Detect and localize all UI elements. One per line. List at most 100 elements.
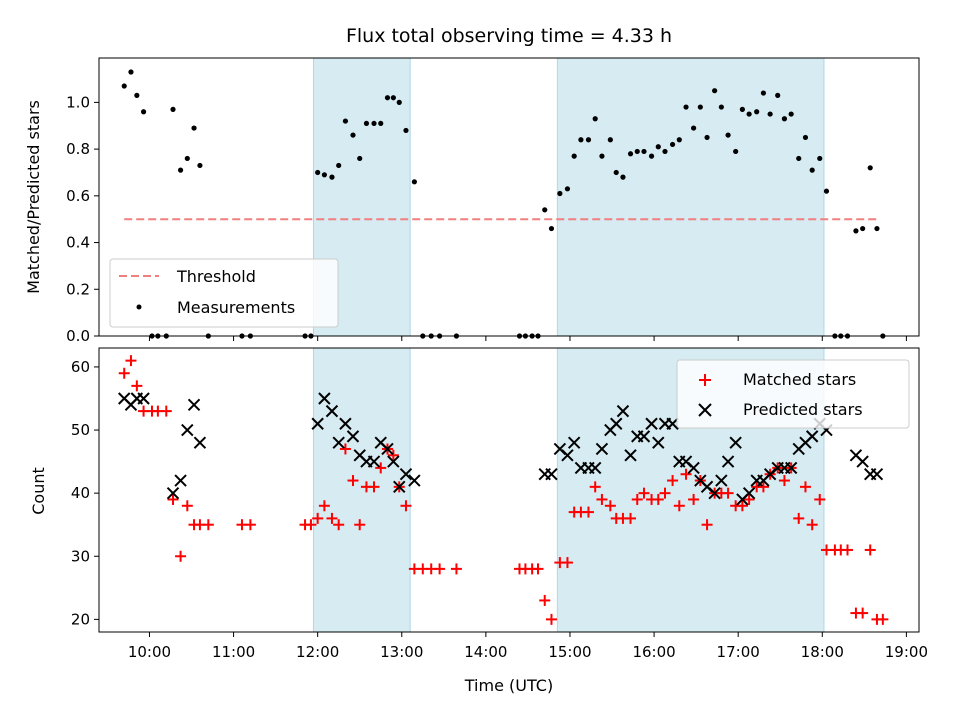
top-y-tick-label-2: 0.4 [66,234,90,252]
matched-point-61 [688,493,700,505]
matched-point-21 [339,443,351,455]
matched-point-22 [347,475,359,487]
bottom-y-tick-label-3: 50 [71,421,90,439]
measurement-point-52 [627,151,634,157]
measurement-point-27 [384,95,391,101]
measurement-point-85 [860,225,866,232]
top-y-tick-label-4: 0.8 [66,140,90,158]
bottom-panel: 20 30 40 50 60 10:00 11:00 12:00 13:00 14:00 15:0… [29,347,928,695]
predicted-point-68 [870,468,884,481]
measurement-point-26 [378,120,384,127]
matched-point-71 [757,481,769,493]
matched-point-19 [326,512,338,524]
bottom-legend: Matched stars Predicted stars [676,359,910,429]
top-y-tick-label-3: 0.6 [66,187,90,205]
top-y-axis-label: Matched/Predicted stars [24,100,43,294]
measurement-point-51 [620,174,626,180]
matched-point-59 [673,500,685,512]
measurement-point-30 [403,127,409,134]
top-y-tick-label-1: 0.2 [66,280,90,298]
measurement-point-53 [634,148,640,155]
bottom-points [118,355,889,625]
matched-point-46 [582,506,594,518]
measurement-point-2 [134,92,140,98]
measurement-point-40 [542,207,548,213]
measurement-point-18 [321,172,327,178]
legend-predicted-swatch [698,403,712,417]
x-tick-label-4: 14:00 [464,643,507,661]
chart-title: Flux total observing time = 4.33 h [346,25,672,47]
matched-point-74 [778,475,790,487]
measurement-point-46 [585,137,592,143]
x-tick-label-6: 16:00 [632,643,675,661]
measurement-point-42 [557,190,563,197]
legend-matched-swatch [699,374,711,386]
matched-point-40 [539,594,551,606]
matched-point-28 [387,449,399,461]
matched-point-49 [604,500,616,512]
matched-point-86 [864,544,876,556]
predicted-point-5 [174,474,187,487]
measurement-point-62 [697,104,703,110]
top-legend: Threshold Measurements [109,258,339,328]
matched-point-25 [368,481,380,493]
measurement-point-20 [336,162,342,169]
bottom-y-tick-label-2: 40 [71,484,90,502]
matched-point-48 [596,493,608,505]
matched-point-17 [312,512,324,524]
predicted-point-6 [181,423,194,437]
x-axis-label: Time (UTC) [464,676,553,695]
measurement-point-24 [363,120,370,127]
measurement-point-3 [140,109,147,115]
measurement-point-41 [548,225,555,232]
matched-point-26 [375,462,387,474]
measurement-point-7 [170,106,176,112]
matched-point-30 [400,500,412,512]
measurement-point-70 [754,109,760,115]
matched-point-56 [652,493,664,505]
matched-point-23 [354,519,366,531]
matched-point-85 [857,607,869,619]
measurement-point-77 [802,134,809,141]
predicted-point-32 [595,442,609,456]
matched-point-60 [680,468,692,480]
measurement-point-0 [121,83,127,89]
bottom-plot-frame [98,347,920,633]
matched-point-58 [667,475,679,487]
matched-point-63 [701,519,713,531]
matched-point-52 [625,512,637,524]
matched-point-83 [842,544,854,556]
measurement-point-65 [718,104,724,110]
matched-point-0 [118,367,130,379]
measurement-point-31 [411,179,417,185]
x-tick-label-7: 17:00 [717,643,760,661]
measurement-point-73 [775,92,781,98]
measurement-point-78 [809,167,815,173]
x-tick-label-9: 19:00 [885,643,928,661]
x-tick-label-2: 12:00 [296,643,339,661]
measurement-point-87 [874,225,880,232]
predicted-point-42 [666,417,679,430]
predicted-point-14 [346,430,360,443]
measurement-point-56 [655,144,661,150]
predicted-point-23 [408,474,421,487]
measurement-point-60 [683,104,689,110]
predicted-point-21 [393,480,406,494]
top-shaded-regions [312,57,825,337]
matched-point-39 [532,563,544,575]
measurement-point-45 [578,137,584,143]
predicted-point-3 [137,392,150,405]
predicted-point-34 [610,417,623,430]
matched-point-53 [631,493,643,505]
bottom-y-tick-label-4: 60 [71,358,90,376]
matched-point-20 [333,519,345,531]
matched-point-12 [202,519,214,531]
measurement-point-48 [599,153,605,159]
bottom-x-ticks: 10:00 11:00 12:00 13:00 14:00 15:00 16:00 17:00… [128,632,928,661]
measurement-point-71 [760,90,767,96]
bottom-y-tick-label-0: 20 [71,610,90,628]
legend-predicted-label: Predicted stars [743,400,863,419]
predicted-point-53 [742,486,756,500]
matched-point-6 [160,405,172,417]
predicted-point-13 [339,417,352,430]
